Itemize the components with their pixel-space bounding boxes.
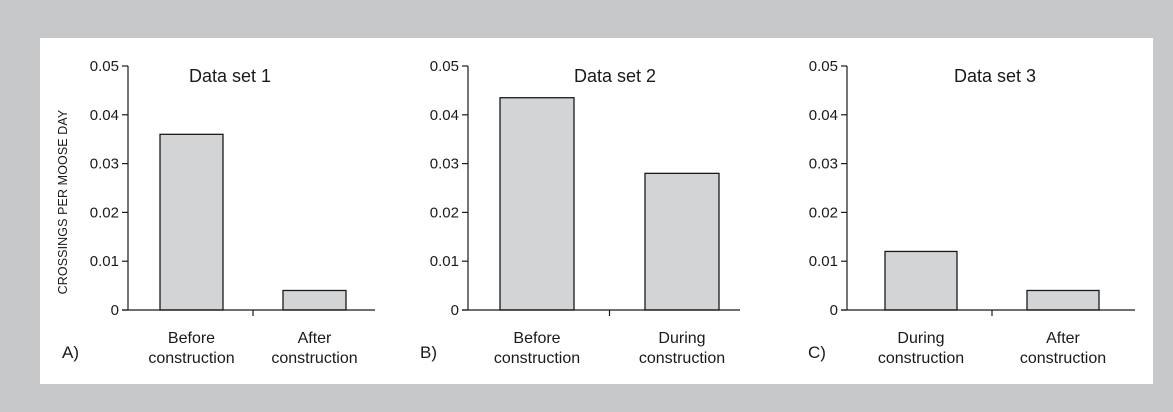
y-tick-label: 0.03 [90, 156, 119, 173]
y-tick-label: 0 [111, 302, 119, 319]
bar [1026, 289, 1100, 311]
x-category-label: Before construction [494, 330, 580, 367]
y-axis-title: CROSSINGS PER MOOSE DAY [56, 109, 70, 294]
x-category-label: During construction [639, 330, 725, 367]
y-tick-label: 0.01 [90, 253, 119, 270]
chart-1: 0 0.01 0.02 0.03 0.04 0.05 Before construction A… [56, 58, 375, 367]
chart-title: Data set 2 [574, 66, 656, 86]
x-category-label: After construction [1020, 330, 1106, 367]
y-tick-label: 0 [830, 302, 838, 319]
bar [159, 133, 224, 311]
y-tick-label: 0.05 [90, 58, 119, 75]
panel-label: A) [62, 343, 79, 362]
figure-panel [40, 38, 1153, 384]
bar [884, 250, 958, 311]
y-tick-label: 0.02 [430, 204, 459, 221]
panel-label: C) [808, 343, 826, 362]
x-category-label: During construction [878, 330, 964, 367]
y-tick-label: 0.01 [809, 253, 838, 270]
chart-title: Data set 1 [189, 66, 271, 86]
chart-2: 0 0.01 0.02 0.03 0.04 0.05 Before construction D… [420, 58, 740, 367]
y-tick-label: 0.04 [90, 107, 119, 124]
chart-3: 0 0.01 0.02 0.03 0.04 0.05 During construction A… [808, 58, 1135, 367]
panel-label: B) [420, 343, 437, 362]
y-tick-label: 0.04 [430, 107, 459, 124]
x-category-label: Before construction [148, 330, 234, 367]
y-tick-label: 0.05 [809, 58, 838, 75]
y-tick-label: 0.04 [809, 107, 838, 124]
y-tick-label: 0.03 [430, 156, 459, 173]
x-category-label: After construction [271, 330, 357, 367]
bar [282, 289, 347, 311]
y-tick-label: 0.02 [90, 204, 119, 221]
bar [499, 97, 575, 311]
bar [644, 172, 720, 311]
chart-title: Data set 3 [954, 66, 1036, 86]
y-tick-label: 0.02 [809, 204, 838, 221]
y-tick-label: 0.05 [430, 58, 459, 75]
y-tick-label: 0.01 [430, 253, 459, 270]
y-tick-label: 0.03 [809, 156, 838, 173]
y-tick-label: 0 [451, 302, 459, 319]
